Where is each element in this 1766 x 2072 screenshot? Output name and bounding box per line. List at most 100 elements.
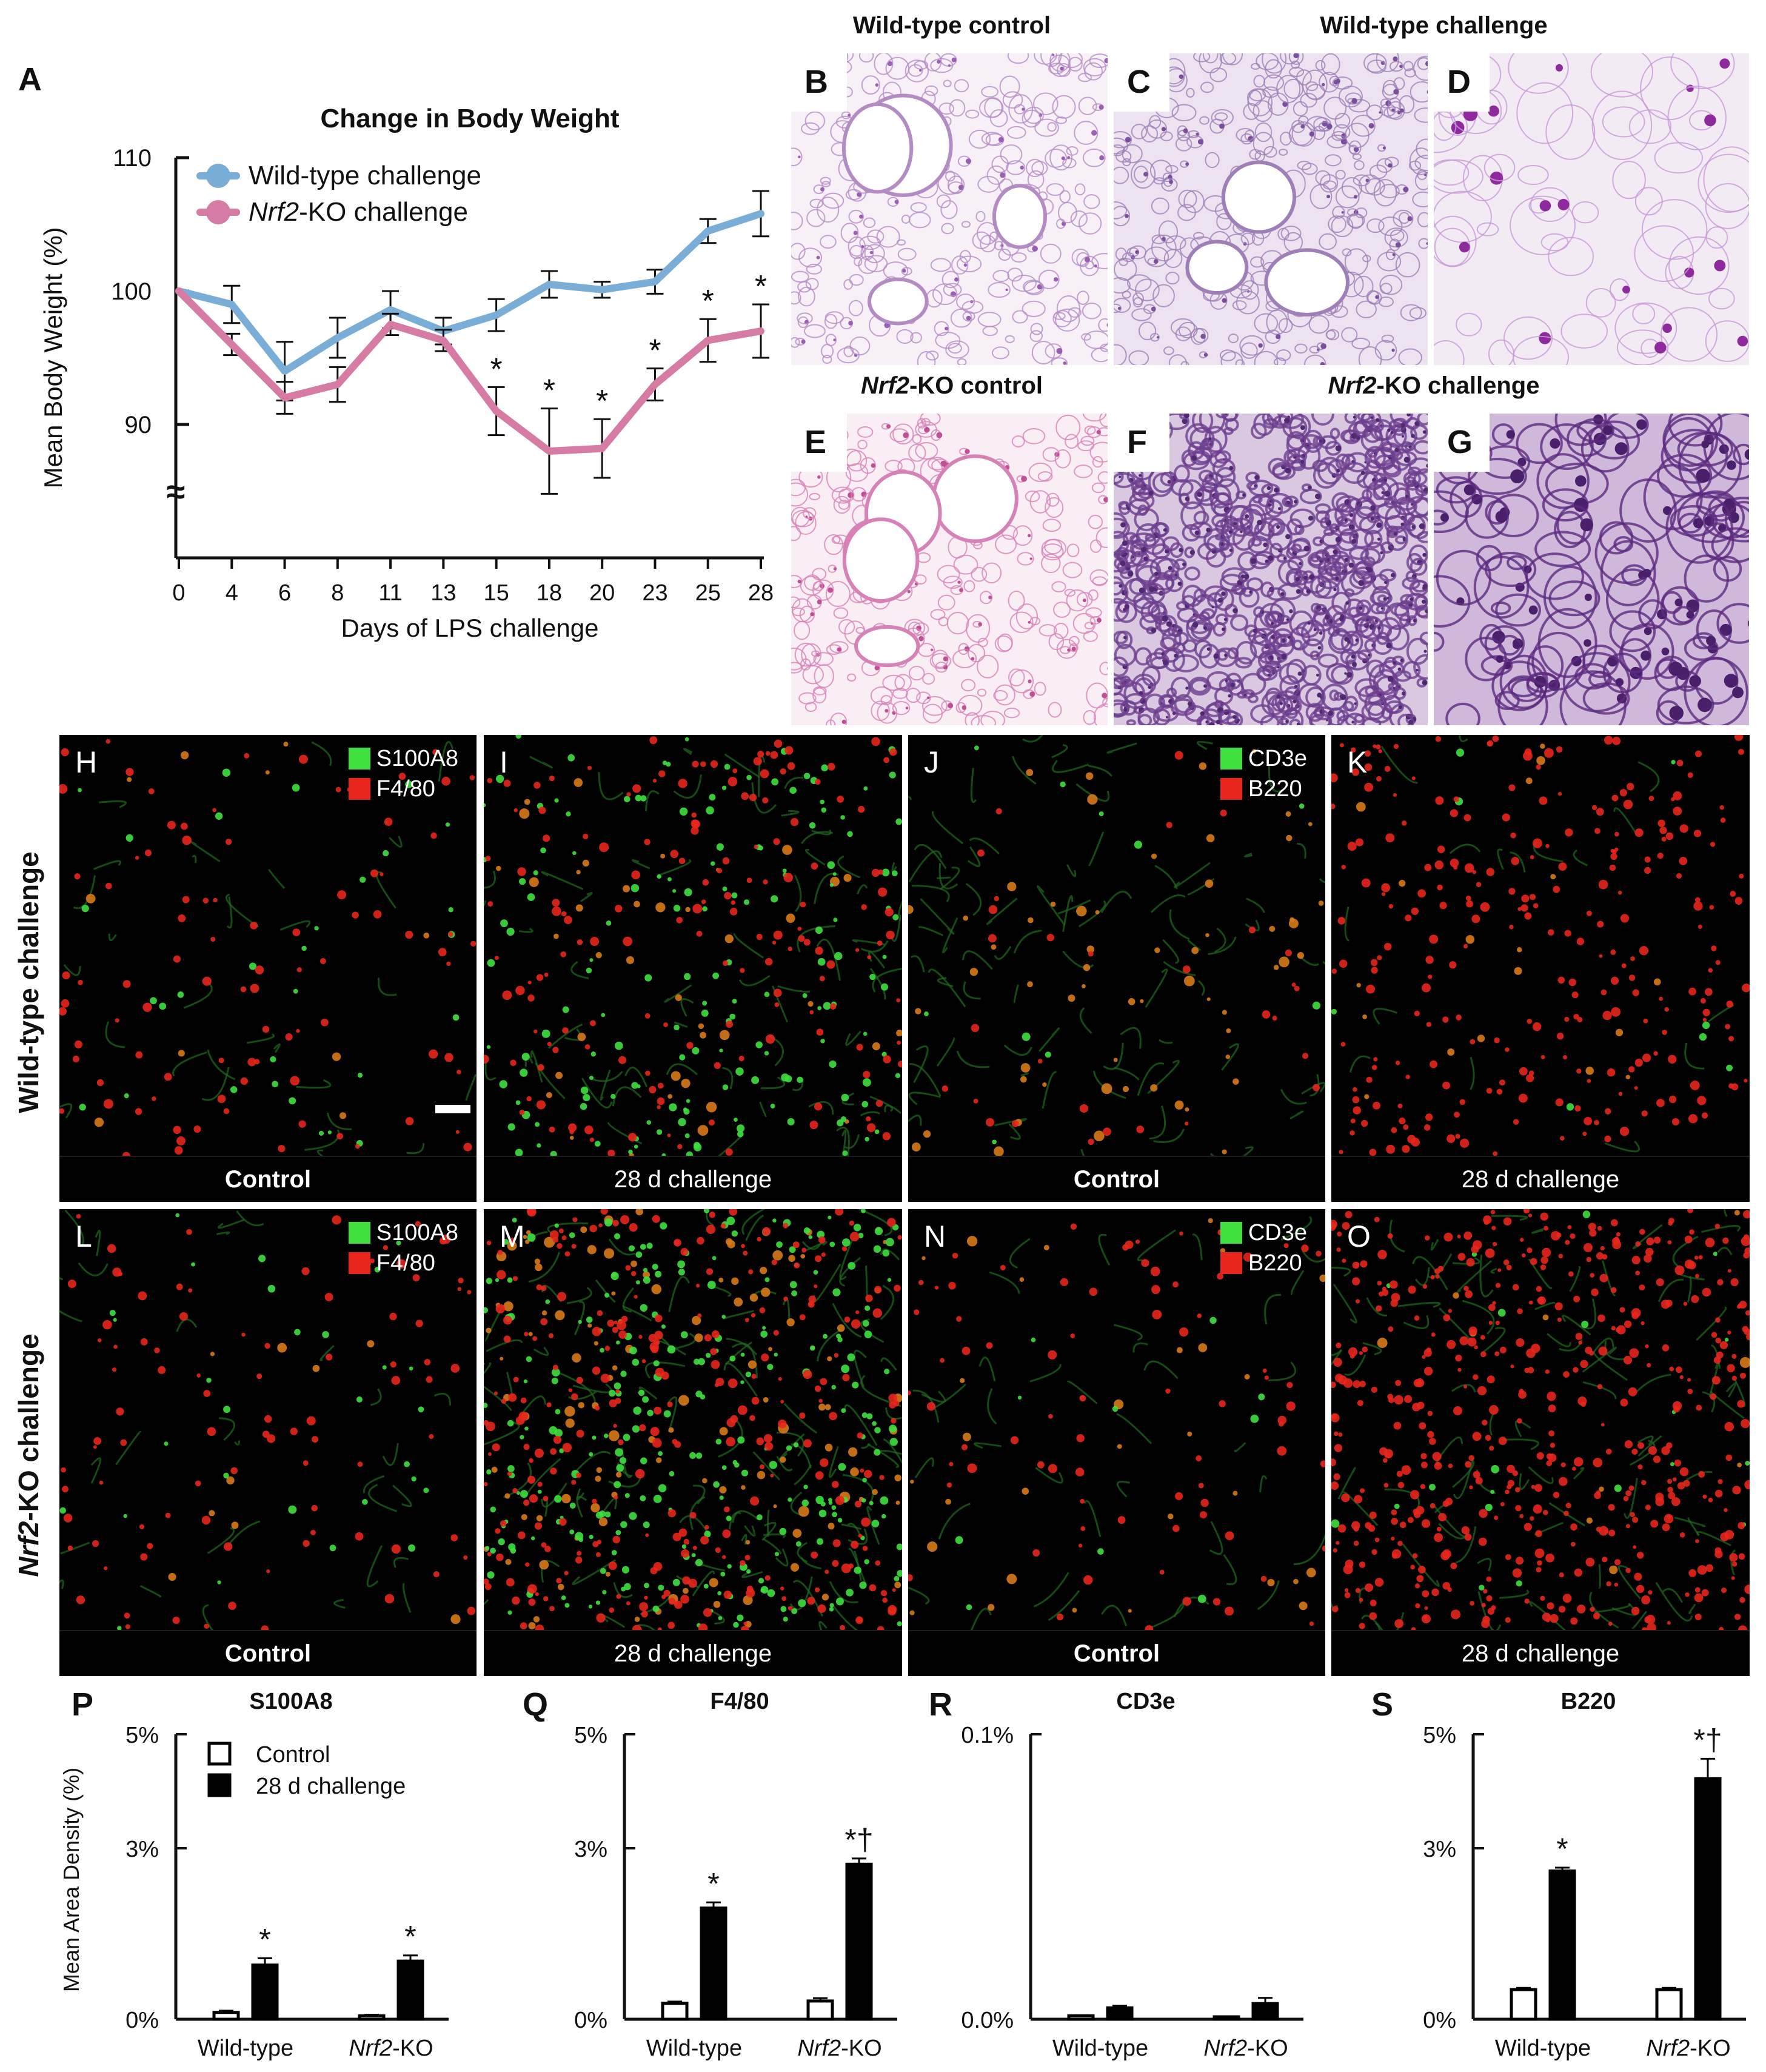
colocalized-signal xyxy=(590,1503,600,1513)
tissue-autofluorescence xyxy=(692,1570,715,1597)
green-signal xyxy=(864,1559,869,1564)
red-signal xyxy=(1079,1104,1089,1113)
red-signal xyxy=(122,980,131,988)
red-signal xyxy=(1627,782,1634,791)
red-signal xyxy=(1523,751,1533,761)
nucleus xyxy=(1391,572,1396,578)
red-signal xyxy=(1705,1238,1715,1247)
green-signal xyxy=(589,1452,594,1457)
alveolus xyxy=(1089,539,1102,553)
nucleus xyxy=(1419,523,1425,529)
colocalized-signal xyxy=(1050,901,1056,907)
nucleus xyxy=(1123,635,1127,640)
alveolus xyxy=(1041,543,1064,561)
red-signal xyxy=(536,974,544,981)
green-signal xyxy=(643,1267,648,1273)
red-signal xyxy=(1425,1113,1433,1121)
tissue-autofluorescence xyxy=(674,1021,688,1028)
x-axis-label: Days of LPS challenge xyxy=(341,614,599,642)
alveolus xyxy=(1084,622,1094,630)
red-signal xyxy=(751,1313,756,1318)
green-signal xyxy=(872,1421,877,1426)
alveolus xyxy=(1266,587,1286,601)
red-signal xyxy=(485,856,491,862)
alveolus xyxy=(1070,210,1088,227)
green-signal xyxy=(640,795,647,802)
red-signal xyxy=(1596,1252,1604,1260)
alveolus xyxy=(1684,554,1729,603)
tissue-autofluorescence xyxy=(95,1230,101,1256)
alveolus xyxy=(822,192,845,209)
red-signal xyxy=(1394,1395,1403,1405)
tissue-autofluorescence xyxy=(622,1287,634,1313)
red-signal xyxy=(689,1512,697,1519)
red-signal xyxy=(837,796,845,803)
red-signal xyxy=(1486,1576,1492,1582)
tissue-autofluorescence xyxy=(533,1346,549,1356)
airway xyxy=(1221,160,1297,234)
nucleus xyxy=(1375,295,1379,300)
green-signal xyxy=(487,959,495,967)
red-signal xyxy=(487,1552,492,1557)
red-signal xyxy=(1568,978,1576,987)
green-signal xyxy=(889,1438,898,1446)
red-signal xyxy=(1376,1305,1382,1312)
green-signal xyxy=(887,1278,892,1282)
red-signal xyxy=(832,1560,839,1567)
alveolus xyxy=(994,684,1015,706)
nucleus xyxy=(1211,606,1214,609)
alveolus xyxy=(1247,88,1273,116)
green-signal xyxy=(583,1093,590,1102)
alveolus xyxy=(1366,104,1383,121)
alveolus xyxy=(1114,631,1129,645)
colocalized-signal xyxy=(923,1130,931,1138)
green-signal xyxy=(780,1606,787,1612)
red-signal xyxy=(863,1469,872,1478)
red-signal xyxy=(763,1433,773,1443)
alveolus xyxy=(1199,116,1209,125)
green-signal xyxy=(829,1060,837,1068)
red-signal xyxy=(525,1562,530,1567)
tissue-autofluorescence xyxy=(853,1349,867,1387)
alveolus xyxy=(1417,531,1428,543)
alveolus xyxy=(1606,414,1649,439)
alveolus xyxy=(1398,348,1422,365)
colocalized-signal xyxy=(963,915,969,921)
nucleus xyxy=(1719,623,1732,636)
green-signal xyxy=(555,1409,561,1415)
tissue-autofluorescence xyxy=(1456,1260,1492,1293)
tissue-autofluorescence xyxy=(172,1051,207,1077)
alveolus xyxy=(1302,69,1328,100)
red-signal xyxy=(592,1327,602,1336)
alveolus xyxy=(1048,633,1065,651)
nucleus xyxy=(966,315,971,321)
nucleus xyxy=(1413,619,1417,623)
colocalized-signal xyxy=(1233,1490,1238,1496)
red-signal xyxy=(524,1332,529,1336)
nucleus xyxy=(1028,679,1032,683)
alveolus xyxy=(1008,590,1025,611)
alveolus xyxy=(804,111,826,131)
alveolus xyxy=(1321,683,1348,711)
tissue-autofluorescence xyxy=(1636,1373,1671,1392)
colocalized-signal xyxy=(578,1402,584,1409)
tissue-autofluorescence xyxy=(1013,930,1042,954)
tissue-autofluorescence xyxy=(1637,761,1660,793)
tissue-autofluorescence xyxy=(867,1443,900,1468)
green-signal xyxy=(642,1396,649,1403)
green-signal xyxy=(852,1381,859,1389)
red-signal xyxy=(688,1578,697,1588)
red-signal xyxy=(897,1235,902,1240)
red-signal xyxy=(1719,805,1724,810)
red-signal xyxy=(1610,853,1617,860)
alveolus xyxy=(1711,527,1749,563)
alveolus xyxy=(1082,302,1102,320)
red-signal xyxy=(1212,1598,1221,1606)
colocalized-signal xyxy=(557,1583,564,1591)
alveolus xyxy=(1030,323,1043,335)
green-signal xyxy=(828,1498,832,1502)
green-signal xyxy=(655,1270,662,1278)
red-signal xyxy=(1291,982,1296,987)
red-signal xyxy=(1693,901,1703,911)
nucleus xyxy=(1340,614,1345,619)
